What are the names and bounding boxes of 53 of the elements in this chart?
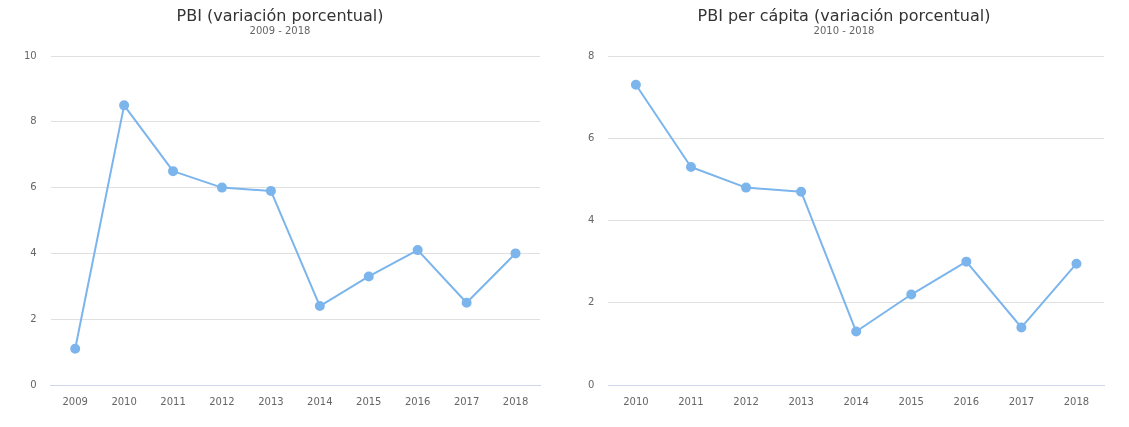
point xyxy=(216,182,227,193)
y-tick-label: 8 xyxy=(587,49,595,61)
point xyxy=(265,185,276,196)
x-tick-label: 2009 xyxy=(62,395,88,407)
x-tick-label: 2013 xyxy=(788,395,814,407)
point xyxy=(314,301,325,312)
point xyxy=(168,166,179,177)
x-tick-label: 2017 xyxy=(1008,395,1035,407)
point xyxy=(851,326,862,337)
x-tick-label: 2015 xyxy=(356,395,382,407)
point xyxy=(961,256,972,267)
y-tick-label: 4 xyxy=(587,214,595,226)
chart-subtitle: 2010 - 2018 xyxy=(812,25,876,36)
point xyxy=(363,271,374,282)
chart-title: PBI per cápita (variación porcentual) xyxy=(696,6,992,25)
x-tick-label: 2014 xyxy=(307,395,333,407)
point xyxy=(685,162,696,173)
y-tick-label: 6 xyxy=(587,131,595,143)
point xyxy=(461,297,472,308)
x-tick-label: 2018 xyxy=(502,395,529,407)
point xyxy=(1016,322,1027,333)
y-tick-label: 6 xyxy=(30,181,37,193)
x-tick-label: 2012 xyxy=(209,395,235,407)
y-tick-label: 4 xyxy=(30,246,37,258)
x-tick-label: 2018 xyxy=(1063,395,1090,407)
x-tick-label: 2011 xyxy=(678,395,704,407)
y-tick-label: 2 xyxy=(30,312,37,324)
x-tick-label: 2010 xyxy=(111,395,137,407)
point xyxy=(510,248,521,259)
chart-subtitle: 2009 - 2018 xyxy=(248,25,312,36)
x-tick-label: 2016 xyxy=(953,395,980,407)
x-tick-label: 2010 xyxy=(623,395,649,407)
chart-title: PBI (variación porcentual) xyxy=(175,6,385,25)
x-tick-label: 2012 xyxy=(733,395,759,407)
point xyxy=(70,343,81,354)
x-tick-label: 2015 xyxy=(898,395,924,407)
x-tick-label: 2011 xyxy=(160,395,186,407)
y-tick-label: 0 xyxy=(30,378,37,390)
y-tick-label: 8 xyxy=(30,115,37,127)
point xyxy=(906,289,917,300)
point xyxy=(630,79,641,90)
y-tick-label: 0 xyxy=(587,378,595,390)
x-tick-label: 2016 xyxy=(404,395,431,407)
y-tick-label: 10 xyxy=(23,49,37,61)
point xyxy=(119,100,130,111)
x-tick-label: 2017 xyxy=(453,395,480,407)
point xyxy=(796,186,807,197)
point xyxy=(412,245,423,256)
y-tick-label: 2 xyxy=(587,296,595,308)
point xyxy=(1071,258,1082,269)
x-tick-label: 2014 xyxy=(843,395,869,407)
point xyxy=(741,182,752,193)
x-tick-label: 2013 xyxy=(258,395,284,407)
